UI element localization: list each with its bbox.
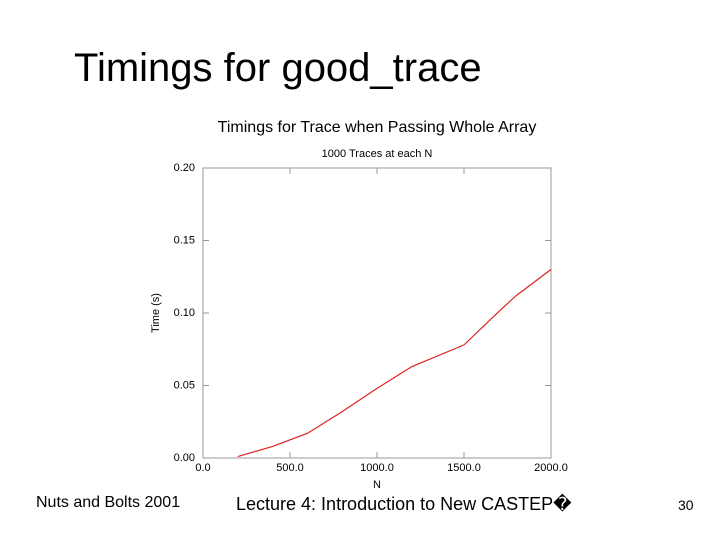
chart-title: Timings for Trace when Passing Whole Arr…	[218, 119, 537, 136]
page-number: 30	[678, 497, 694, 513]
y-tick-label: 0.00	[174, 452, 195, 464]
plot-frame	[202, 167, 552, 459]
y-tick-label: 0.15	[174, 234, 195, 246]
x-tick-label: 0.0	[195, 462, 210, 474]
footer-left: Nuts and Bolts 2001	[36, 494, 181, 511]
chart-subtitle: 1000 Traces at each N	[322, 148, 433, 160]
footer-center: Lecture 4: Introduction to New CASTEP�	[236, 494, 572, 514]
x-tick-label: 1500.0	[447, 462, 481, 474]
slide-title: Timings for good_trace	[74, 46, 482, 90]
x-tick-label: 1000.0	[360, 462, 394, 474]
y-axis-label: Time (s)	[150, 293, 162, 333]
x-axis-label: N	[373, 479, 381, 491]
y-tick-label: 0.05	[174, 379, 195, 391]
y-tick-label: 0.20	[174, 162, 195, 174]
data-line	[237, 269, 552, 458]
y-tick-label: 0.10	[174, 307, 195, 319]
x-tick-label: 500.0	[276, 462, 304, 474]
x-tick-label: 2000.0	[534, 462, 568, 474]
